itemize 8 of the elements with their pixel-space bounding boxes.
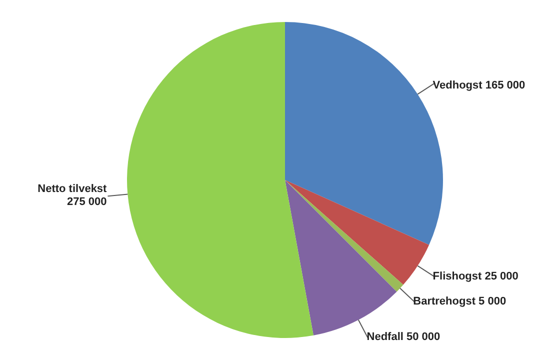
slice-label: Nedfall 50 000 <box>366 330 440 343</box>
pie-slice <box>285 180 430 285</box>
slice-label: Netto tilvekst <box>38 182 108 195</box>
slice-label: Bartrehogst 5 000 <box>413 296 506 308</box>
slice-label: Vedhogst 165 000 <box>432 79 526 92</box>
pie-slice <box>127 22 314 338</box>
slice-label: Flishogst 25 000 <box>432 270 518 283</box>
data-label: 275 000 <box>66 196 107 208</box>
